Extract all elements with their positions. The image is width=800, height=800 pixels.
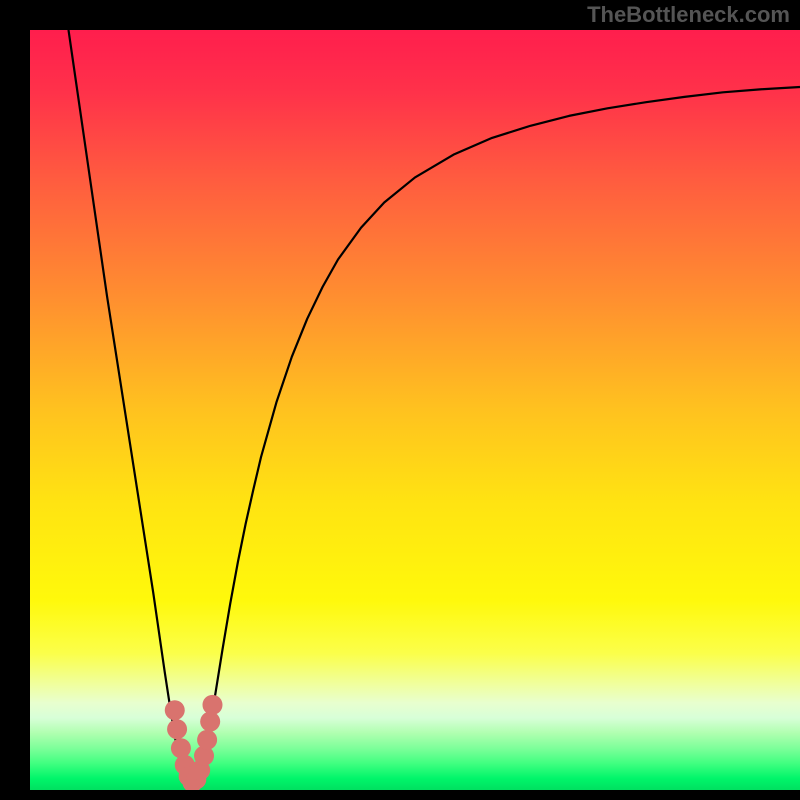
watermark-text: TheBottleneck.com	[587, 2, 790, 28]
chart-svg	[30, 30, 800, 790]
curve-marker	[167, 719, 187, 739]
gradient-background	[30, 30, 800, 790]
chart-outer-frame: TheBottleneck.com	[0, 0, 800, 800]
curve-marker	[171, 738, 191, 758]
curve-marker	[197, 730, 217, 750]
plot-area	[30, 30, 800, 790]
curve-marker	[202, 695, 222, 715]
curve-marker	[165, 700, 185, 720]
